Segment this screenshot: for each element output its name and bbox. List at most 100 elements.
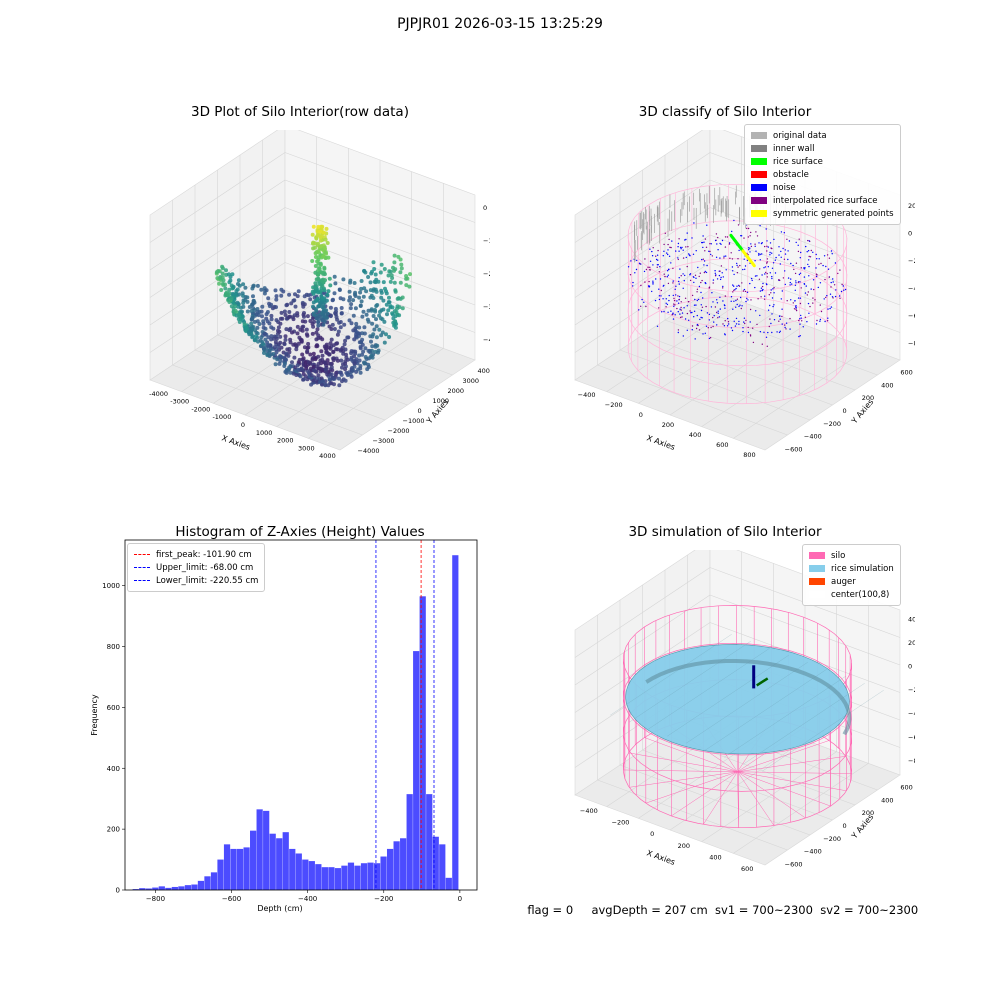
noise-point bbox=[779, 330, 781, 332]
noise-point bbox=[728, 323, 730, 325]
data-point bbox=[313, 281, 318, 286]
data-point bbox=[263, 337, 268, 342]
panel1-title: 3D Plot of Silo Interior(row data) bbox=[191, 104, 409, 120]
data-point bbox=[287, 292, 292, 297]
data-point bbox=[301, 377, 306, 382]
noise-point bbox=[766, 261, 768, 263]
data-point bbox=[226, 272, 231, 277]
data-point bbox=[245, 309, 250, 314]
noise-point bbox=[666, 303, 669, 306]
y-tick-label: 600 bbox=[900, 368, 912, 376]
noise-point bbox=[794, 289, 796, 291]
data-point bbox=[313, 285, 318, 290]
noise-point bbox=[819, 282, 822, 284]
data-point bbox=[321, 254, 326, 259]
noise-point bbox=[736, 298, 739, 300]
histogram-bar bbox=[256, 809, 263, 890]
noise-point bbox=[783, 258, 786, 260]
data-point bbox=[323, 367, 328, 372]
noise-point bbox=[663, 310, 665, 313]
noise-point bbox=[738, 249, 740, 252]
data-point bbox=[357, 340, 362, 345]
data-point bbox=[304, 292, 309, 297]
noise-point bbox=[770, 247, 772, 249]
data-point bbox=[373, 280, 378, 285]
noise-point bbox=[677, 329, 680, 331]
noise-point bbox=[679, 313, 681, 315]
data-point bbox=[340, 365, 344, 370]
data-point bbox=[392, 260, 397, 265]
noise-point bbox=[770, 289, 772, 291]
noise-point bbox=[640, 284, 642, 287]
noise-point bbox=[769, 318, 771, 320]
silo-wireframe bbox=[623, 642, 852, 756]
data-point bbox=[269, 334, 274, 339]
noise-point bbox=[666, 276, 668, 278]
noise-point bbox=[758, 242, 760, 244]
data-point bbox=[348, 295, 352, 300]
data-point bbox=[252, 338, 257, 343]
data-point bbox=[408, 272, 412, 277]
noise-point bbox=[722, 300, 724, 302]
noise-point bbox=[798, 335, 800, 338]
noise-point bbox=[795, 305, 797, 307]
noise-point bbox=[787, 258, 789, 261]
noise-point bbox=[764, 245, 766, 248]
noise-point bbox=[786, 300, 788, 302]
noise-point bbox=[719, 270, 721, 272]
noise-point bbox=[747, 331, 750, 334]
noise-point bbox=[789, 328, 791, 330]
data-point bbox=[299, 339, 304, 344]
histogram-bar bbox=[386, 848, 394, 890]
data-point bbox=[297, 335, 302, 340]
noise-point bbox=[677, 311, 679, 313]
y-tick-label: 4000 bbox=[478, 367, 491, 375]
silo-wireframe bbox=[703, 771, 738, 825]
noise-point bbox=[780, 250, 782, 253]
noise-point bbox=[668, 238, 670, 241]
noise-point bbox=[655, 255, 657, 257]
data-point bbox=[321, 305, 326, 310]
silo-wireframe bbox=[645, 771, 738, 804]
data-point bbox=[333, 306, 338, 311]
histogram-title: Histogram of Z-Axies (Height) Values bbox=[175, 524, 425, 540]
data-point bbox=[323, 346, 328, 351]
legend-item: center(100,8) bbox=[809, 588, 894, 601]
noise-point bbox=[766, 345, 768, 347]
noise-point bbox=[668, 255, 671, 257]
noise-point bbox=[814, 299, 816, 301]
noise-point bbox=[737, 258, 739, 260]
data-point bbox=[370, 321, 375, 326]
noise-point bbox=[825, 265, 827, 268]
x-tick-label: -2000 bbox=[191, 405, 210, 413]
noise-point bbox=[693, 276, 695, 279]
noise-point bbox=[771, 252, 773, 254]
data-point bbox=[267, 321, 272, 326]
noise-point bbox=[681, 312, 684, 314]
data-point bbox=[371, 296, 376, 300]
x-tick-label: 400 bbox=[689, 431, 701, 439]
data-point bbox=[272, 304, 277, 309]
noise-point bbox=[726, 325, 729, 327]
noise-point bbox=[816, 319, 818, 322]
noise-point bbox=[743, 317, 746, 319]
noise-point bbox=[747, 247, 750, 249]
x-tick-label: -3000 bbox=[170, 398, 189, 406]
histogram-bar bbox=[158, 886, 165, 890]
data-point bbox=[378, 270, 383, 275]
data-point bbox=[389, 273, 394, 278]
data-point bbox=[304, 332, 309, 337]
noise-point bbox=[667, 249, 669, 251]
data-point bbox=[398, 257, 403, 262]
noise-point bbox=[676, 307, 678, 310]
noise-point bbox=[749, 321, 751, 323]
noise-point bbox=[707, 327, 709, 329]
data-point bbox=[368, 295, 373, 300]
noise-point bbox=[797, 244, 799, 246]
data-point bbox=[220, 264, 225, 269]
data-point bbox=[282, 361, 287, 366]
data-point bbox=[358, 364, 363, 368]
noise-point bbox=[812, 297, 814, 299]
data-point bbox=[313, 307, 318, 312]
data-point bbox=[366, 348, 371, 353]
